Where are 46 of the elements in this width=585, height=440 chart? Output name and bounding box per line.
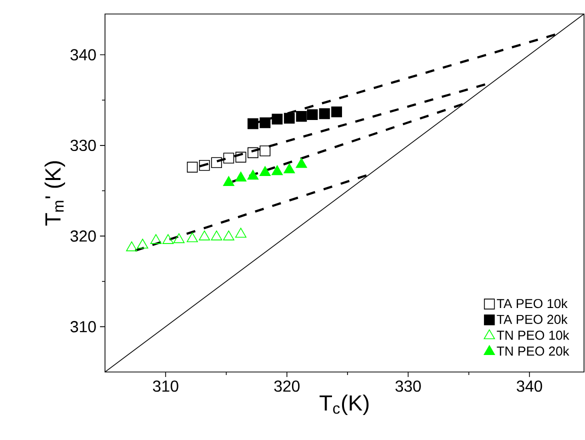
point — [284, 163, 295, 174]
point — [210, 230, 222, 240]
point — [259, 166, 271, 176]
point — [248, 147, 258, 158]
point — [223, 230, 234, 240]
point — [198, 230, 210, 240]
point — [248, 118, 258, 130]
point — [223, 152, 234, 164]
point — [296, 158, 308, 168]
point — [199, 160, 210, 171]
point — [173, 233, 185, 244]
x-tick-label: 340 — [516, 380, 542, 392]
point — [223, 176, 234, 186]
point — [211, 157, 222, 168]
point — [235, 228, 246, 238]
point — [260, 145, 270, 156]
legend-label: TA PEO 20k — [496, 314, 568, 324]
point — [284, 112, 295, 124]
point — [235, 152, 246, 163]
point — [150, 234, 162, 244]
x-tick-label: 310 — [152, 380, 178, 392]
point — [162, 234, 174, 244]
point — [306, 109, 318, 120]
point — [260, 117, 270, 128]
point — [319, 108, 330, 120]
point — [137, 238, 148, 249]
y-tick-label: 310 — [70, 321, 96, 332]
point — [272, 114, 283, 125]
point — [186, 232, 198, 242]
legend-label: TA PEO 10k — [496, 298, 568, 308]
legend-label: TN PEO 10k — [496, 330, 570, 340]
point — [272, 165, 283, 176]
x-tick-label: 330 — [395, 380, 421, 392]
y-tick-label: 320 — [70, 230, 96, 242]
point — [331, 106, 342, 118]
x-tick-label: 320 — [274, 380, 300, 392]
point — [296, 111, 307, 122]
x-axis-title: T$_{c}$(K) — [320, 394, 369, 416]
point — [126, 241, 138, 252]
legend-label: TN PEO 20k — [496, 346, 570, 356]
y-axis-title: T$_{m}$' (K) — [44, 161, 66, 226]
point — [186, 162, 198, 173]
point — [235, 172, 246, 182]
y-tick-label: 340 — [70, 49, 96, 60]
point — [247, 170, 259, 180]
y-tick-label: 330 — [70, 140, 96, 152]
